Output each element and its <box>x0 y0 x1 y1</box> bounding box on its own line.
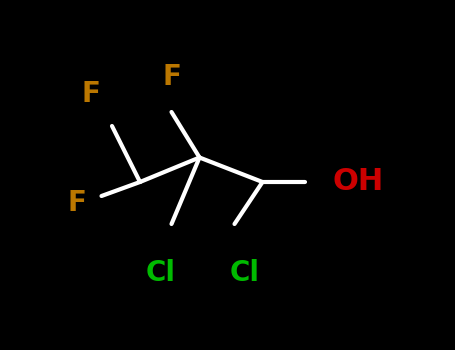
Text: F: F <box>81 80 101 108</box>
Text: F: F <box>67 189 86 217</box>
Text: F: F <box>162 63 181 91</box>
Text: Cl: Cl <box>230 259 260 287</box>
Text: Cl: Cl <box>146 259 176 287</box>
Text: OH: OH <box>333 168 384 196</box>
